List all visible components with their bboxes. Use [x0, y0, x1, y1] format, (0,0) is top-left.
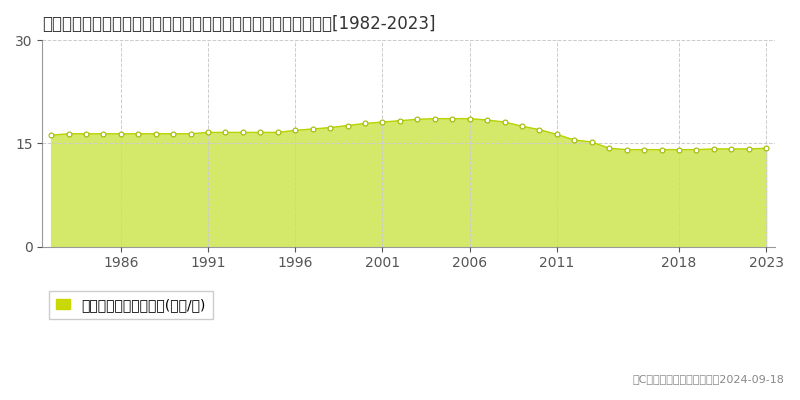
Text: 青森県八戸市大字尻内町字表河原１５番１　公示地価　地価推移[1982-2023]: 青森県八戸市大字尻内町字表河原１５番１ 公示地価 地価推移[1982-2023]: [42, 15, 436, 33]
Legend: 公示地価　平均坪単価(万円/坪): 公示地価 平均坪単価(万円/坪): [50, 291, 213, 319]
Text: （C）土地価格ドットコム　2024-09-18: （C）土地価格ドットコム 2024-09-18: [632, 374, 784, 384]
